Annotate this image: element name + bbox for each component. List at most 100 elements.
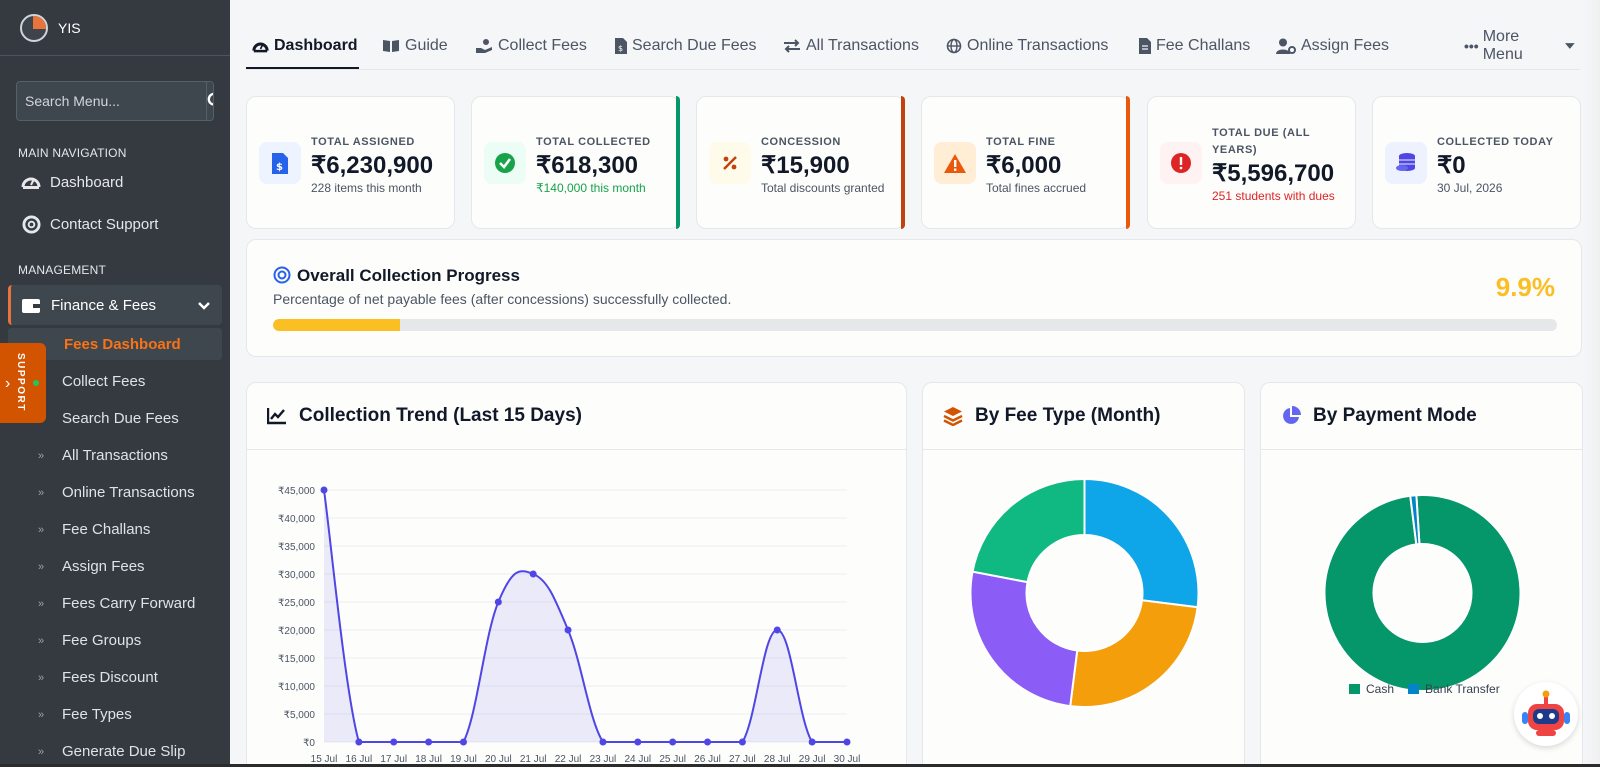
stat-label: TOTAL FINE xyxy=(986,136,1056,148)
tab-dashboard[interactable]: Dashboard xyxy=(252,36,358,56)
double-chevron-icon: » xyxy=(38,671,45,684)
tab-online-transactions[interactable]: Online Transactions xyxy=(946,36,1108,56)
legend-label: Bank Transfer xyxy=(1425,682,1500,696)
donut-slice[interactable] xyxy=(1069,599,1199,708)
sidebar-search xyxy=(16,81,214,121)
stat-value: ₹6,000 xyxy=(986,152,1062,179)
stat-card-collected-today: COLLECTED TODAY ₹0 30 Jul, 2026 xyxy=(1372,96,1581,229)
sidebar-subitem-fees-carry-forward[interactable]: » Fees Carry Forward xyxy=(0,585,230,622)
trend-point[interactable] xyxy=(390,738,398,746)
tab-collect-fees[interactable]: Collect Fees xyxy=(475,36,587,56)
sidebar-subitem-label: Generate Due Slip xyxy=(62,743,186,760)
layer-group-icon xyxy=(943,407,963,426)
trend-point[interactable] xyxy=(843,738,851,746)
brand-name: YIS xyxy=(58,19,81,36)
sidebar-item-finance-fees[interactable]: Finance & Fees xyxy=(8,285,222,325)
sidebar-subitem-online-transactions[interactable]: » Online Transactions xyxy=(0,474,230,511)
sidebar-subitem-fee-types[interactable]: » Fee Types xyxy=(0,696,230,733)
window-bottom-border xyxy=(0,764,1600,767)
active-tab-underline xyxy=(246,67,359,69)
trend-point[interactable] xyxy=(704,738,712,746)
tab-label: All Transactions xyxy=(806,37,919,54)
legend-item-cash[interactable]: Cash xyxy=(1349,682,1394,696)
sidebar-item-dashboard[interactable]: Dashboard xyxy=(0,162,230,202)
sidebar-subitem-collect-fees[interactable]: Collect Fees xyxy=(0,363,230,400)
trend-point[interactable] xyxy=(564,626,572,634)
y-tick-label: ₹30,000 xyxy=(278,570,315,581)
stat-label: TOTAL ASSIGNED xyxy=(311,136,415,148)
sidebar-subitem-fee-groups[interactable]: » Fee Groups xyxy=(0,622,230,659)
robot-icon xyxy=(1522,690,1570,736)
brand[interactable]: YIS xyxy=(0,0,230,56)
sidebar-subitem-search-due-fees[interactable]: Search Due Fees xyxy=(0,400,230,437)
sidebar-subitem-all-transactions[interactable]: » All Transactions xyxy=(0,437,230,474)
donut-slice[interactable] xyxy=(971,477,1086,584)
tab-label: Collect Fees xyxy=(498,37,587,54)
trend-point[interactable] xyxy=(599,738,607,746)
search-menu-input[interactable] xyxy=(17,82,206,120)
x-tick-label: 20 Jul xyxy=(485,754,512,765)
file-icon xyxy=(1139,38,1151,54)
double-chevron-icon: » xyxy=(38,597,45,610)
tab-fee-challans[interactable]: Fee Challans xyxy=(1139,36,1250,56)
legend-item-bank-transfer[interactable]: Bank Transfer xyxy=(1408,682,1500,696)
chatbot-launcher[interactable] xyxy=(1514,682,1578,746)
trend-point[interactable] xyxy=(494,598,502,606)
collection-trend-chart: ₹0 ₹5,000 ₹10,000 ₹15,000 ₹20,000 ₹25,000 ₹30,… xyxy=(278,486,861,765)
stat-value: ₹15,900 xyxy=(761,152,850,179)
trend-point[interactable] xyxy=(459,738,467,746)
tab-label: Assign Fees xyxy=(1301,37,1390,54)
more-menu-dropdown[interactable]: ••• More Menu xyxy=(1464,28,1580,63)
trend-point[interactable] xyxy=(320,486,328,494)
trend-point[interactable] xyxy=(425,738,433,746)
stat-subtext: 228 items this month xyxy=(311,181,422,195)
stat-card-concession: CONCESSION ₹15,900 Total discounts grant… xyxy=(696,96,905,229)
stat-card-total-assigned: $ TOTAL ASSIGNED ₹6,230,900 228 items th… xyxy=(246,96,455,229)
x-tick-label: 17 Jul xyxy=(380,754,407,765)
trend-point[interactable] xyxy=(355,738,363,746)
chart-line-icon xyxy=(267,408,286,425)
x-tick-label: 30 Jul xyxy=(834,754,861,765)
brand-logo xyxy=(20,13,48,42)
y-tick-label: ₹5,000 xyxy=(284,710,316,721)
gauge-icon xyxy=(20,173,42,191)
tab-label: Fee Challans xyxy=(1156,37,1251,54)
progress-description: Percentage of net payable fees (after co… xyxy=(273,291,732,307)
trend-point[interactable] xyxy=(808,738,816,746)
tab-assign-fees[interactable]: Assign Fees xyxy=(1276,36,1389,56)
panel-title: By Fee Type (Month) xyxy=(975,405,1161,426)
tab-label: Guide xyxy=(405,37,448,54)
sidebar-subitem-assign-fees[interactable]: » Assign Fees xyxy=(0,548,230,585)
progress-track xyxy=(273,319,1557,331)
panel-header: By Payment Mode xyxy=(1261,383,1582,450)
sidebar-subitem-generate-due-slip[interactable]: » Generate Due Slip xyxy=(0,733,230,767)
sidebar-item-contact-support[interactable]: Contact Support xyxy=(0,204,230,244)
sidebar-subitem-label: Fee Challans xyxy=(62,521,151,538)
donut-slice[interactable] xyxy=(969,570,1079,708)
trend-point[interactable] xyxy=(669,738,677,746)
tab-all-transactions[interactable]: All Transactions xyxy=(783,36,919,56)
tab-search-due-fees[interactable]: $ Search Due Fees xyxy=(615,36,757,56)
sidebar-subitem-label: Fee Groups xyxy=(62,632,142,649)
sidebar-subitem-fees-discount[interactable]: » Fees Discount xyxy=(0,659,230,696)
donut-slice[interactable] xyxy=(1083,477,1200,609)
donut-slice[interactable] xyxy=(1323,494,1522,692)
donut-slice[interactable] xyxy=(1409,494,1421,546)
panel-header: By Fee Type (Month) xyxy=(923,383,1244,450)
trend-area xyxy=(324,490,847,742)
trend-point[interactable] xyxy=(529,570,537,578)
double-chevron-icon: » xyxy=(38,560,45,573)
trend-point[interactable] xyxy=(773,626,781,634)
search-button[interactable] xyxy=(206,82,213,120)
sidebar-subitem-fee-challans[interactable]: » Fee Challans xyxy=(0,511,230,548)
stat-card-total-collected: TOTAL COLLECTED ₹618,300 ₹140,000 this m… xyxy=(471,96,680,229)
top-navigation: Dashboard Guide Collect Fees $ Search Du… xyxy=(246,0,1580,70)
legend-swatch xyxy=(1408,684,1420,694)
chart-pie-icon xyxy=(1283,406,1301,424)
trend-point[interactable] xyxy=(738,738,746,746)
support-tab[interactable]: › SUPPORT xyxy=(0,343,46,423)
trend-point[interactable] xyxy=(634,738,642,746)
tab-guide[interactable]: Guide xyxy=(382,36,448,56)
stat-label: TOTAL COLLECTED xyxy=(536,136,651,148)
progress-title: Overall Collection Progress xyxy=(297,266,520,285)
